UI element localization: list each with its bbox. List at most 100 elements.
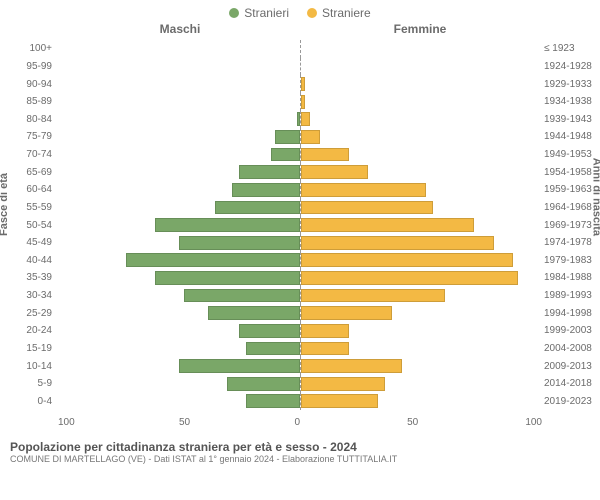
bar-half-male bbox=[58, 199, 301, 217]
bar-female bbox=[301, 77, 306, 91]
legend-label-male: Stranieri bbox=[244, 6, 289, 20]
x-tick: 100 bbox=[525, 417, 542, 428]
pyramid-chart: Fasce di età Anni di nascita 100+≤ 19239… bbox=[0, 36, 600, 436]
age-label: 15-19 bbox=[2, 343, 52, 354]
bar-female bbox=[301, 306, 393, 320]
bar-half-female bbox=[301, 357, 543, 375]
bar-female bbox=[301, 130, 320, 144]
legend-item-male: Stranieri bbox=[229, 6, 289, 20]
birth-label: 1939-1943 bbox=[544, 114, 598, 125]
chart-row: 85-891934-1938 bbox=[58, 93, 542, 111]
birth-label: 1994-1998 bbox=[544, 308, 598, 319]
age-label: 20-24 bbox=[2, 325, 52, 336]
bar-male bbox=[275, 130, 299, 144]
bar-male bbox=[215, 201, 300, 215]
legend-item-female: Straniere bbox=[307, 6, 371, 20]
chart-row: 10-142009-2013 bbox=[58, 357, 542, 375]
age-label: 45-49 bbox=[2, 237, 52, 248]
chart-row: 90-941929-1933 bbox=[58, 75, 542, 93]
bar-female bbox=[301, 236, 494, 250]
chart-row: 5-92014-2018 bbox=[58, 375, 542, 393]
x-axis-left: 050100 bbox=[58, 417, 300, 428]
bar-female bbox=[301, 253, 514, 267]
bar-female bbox=[301, 148, 349, 162]
bar-half-male bbox=[58, 181, 301, 199]
bar-female bbox=[301, 95, 306, 109]
bar-half-female bbox=[301, 287, 543, 305]
birth-label: 1969-1973 bbox=[544, 220, 598, 231]
chart-row: 75-791944-1948 bbox=[58, 128, 542, 146]
bar-half-female bbox=[301, 199, 543, 217]
bar-female bbox=[301, 218, 475, 232]
bar-half-female bbox=[301, 234, 543, 252]
bar-male bbox=[184, 289, 300, 303]
bar-half-female bbox=[301, 252, 543, 270]
bar-half-female bbox=[301, 375, 543, 393]
bar-half-female bbox=[301, 181, 543, 199]
age-label: 40-44 bbox=[2, 255, 52, 266]
bar-female bbox=[301, 183, 427, 197]
bar-half-female bbox=[301, 216, 543, 234]
column-headers: Maschi Femmine bbox=[0, 22, 600, 36]
birth-label: ≤ 1923 bbox=[544, 43, 598, 54]
chart-row: 15-192004-2008 bbox=[58, 340, 542, 358]
birth-label: 1949-1953 bbox=[544, 149, 598, 160]
chart-row: 30-341989-1993 bbox=[58, 287, 542, 305]
bar-male bbox=[271, 148, 300, 162]
bar-half-male bbox=[58, 252, 301, 270]
bar-male bbox=[126, 253, 300, 267]
bar-female bbox=[301, 271, 518, 285]
bar-half-male bbox=[58, 93, 301, 111]
bar-half-male bbox=[58, 40, 301, 58]
age-label: 75-79 bbox=[2, 131, 52, 142]
age-label: 35-39 bbox=[2, 272, 52, 283]
bar-half-female bbox=[301, 304, 543, 322]
bar-female bbox=[301, 201, 434, 215]
bar-half-female bbox=[301, 340, 543, 358]
bar-male bbox=[246, 342, 299, 356]
birth-label: 1979-1983 bbox=[544, 255, 598, 266]
legend-swatch-female bbox=[307, 8, 317, 18]
bar-half-female bbox=[301, 393, 543, 411]
x-tick: 100 bbox=[58, 417, 75, 428]
bar-female bbox=[301, 342, 349, 356]
bar-half-female bbox=[301, 146, 543, 164]
bar-half-male bbox=[58, 375, 301, 393]
age-label: 85-89 bbox=[2, 96, 52, 107]
bar-half-male bbox=[58, 340, 301, 358]
chart-row: 35-391984-1988 bbox=[58, 269, 542, 287]
chart-title: Popolazione per cittadinanza straniera p… bbox=[10, 440, 590, 454]
age-label: 100+ bbox=[2, 43, 52, 54]
age-label: 30-34 bbox=[2, 290, 52, 301]
bar-half-female bbox=[301, 40, 543, 58]
age-label: 25-29 bbox=[2, 308, 52, 319]
chart-row: 55-591964-1968 bbox=[58, 199, 542, 217]
birth-label: 1984-1988 bbox=[544, 272, 598, 283]
chart-row: 45-491974-1978 bbox=[58, 234, 542, 252]
bar-male bbox=[155, 271, 300, 285]
chart-row: 40-441979-1983 bbox=[58, 252, 542, 270]
bar-female bbox=[301, 165, 369, 179]
bar-female bbox=[301, 324, 349, 338]
bar-half-male bbox=[58, 58, 301, 76]
bar-male bbox=[179, 359, 300, 373]
birth-label: 1924-1928 bbox=[544, 61, 598, 72]
bar-half-female bbox=[301, 269, 543, 287]
bar-half-female bbox=[301, 58, 543, 76]
age-label: 95-99 bbox=[2, 61, 52, 72]
bar-male bbox=[227, 377, 299, 391]
birth-label: 2019-2023 bbox=[544, 396, 598, 407]
bar-male bbox=[179, 236, 300, 250]
bar-half-female bbox=[301, 128, 543, 146]
age-label: 80-84 bbox=[2, 114, 52, 125]
chart-row: 0-42019-2023 bbox=[58, 393, 542, 411]
age-label: 65-69 bbox=[2, 167, 52, 178]
birth-label: 1934-1938 bbox=[544, 96, 598, 107]
age-label: 55-59 bbox=[2, 202, 52, 213]
x-axis: 050100 50100 bbox=[58, 417, 542, 428]
bar-female bbox=[301, 112, 311, 126]
bar-half-male bbox=[58, 357, 301, 375]
bar-female bbox=[301, 359, 402, 373]
bar-half-female bbox=[301, 75, 543, 93]
bar-half-female bbox=[301, 163, 543, 181]
